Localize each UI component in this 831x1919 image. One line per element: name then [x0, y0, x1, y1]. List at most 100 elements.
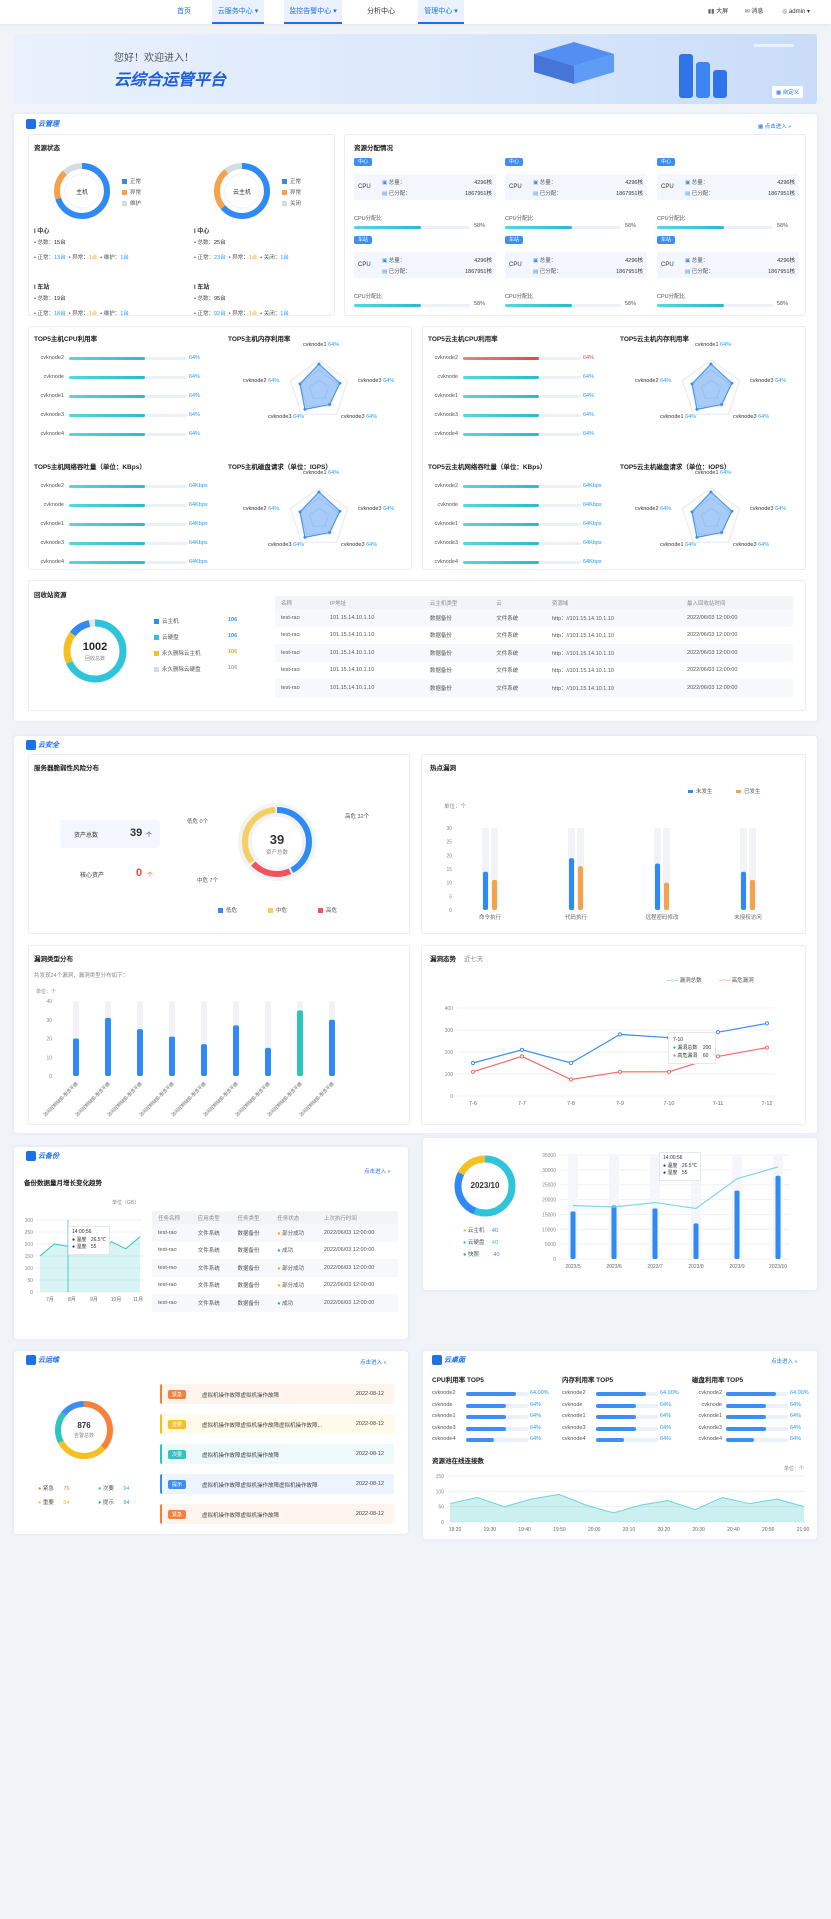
table-cell: 数据备份 — [423, 644, 491, 662]
backup-more-link[interactable]: 点击进入 » — [364, 1169, 391, 1175]
top-row-value: 64% — [189, 355, 201, 361]
table-cell: 文件系统 — [191, 1224, 232, 1242]
alert-item[interactable]: 紧急 虚拟机操作故障虚拟机操作故障 2022-08-12 — [160, 1384, 394, 1404]
legend-backup-host: ● 云主机 40 — [463, 1228, 499, 1234]
customize-button[interactable]: ▦ 自定义 — [772, 86, 804, 98]
desk-row-bar — [726, 1415, 788, 1419]
radar-point — [317, 362, 321, 366]
bar-not-happened — [569, 858, 574, 910]
table-cell: 文件系统 — [192, 1242, 232, 1260]
mail-icon: ✉ — [744, 9, 750, 15]
high-risk-label: 高危 32个 — [345, 814, 370, 820]
top-row-label: cvknode3 — [40, 540, 64, 546]
cloud-more-link[interactable]: ▦ 点击进入 » — [758, 124, 792, 130]
table-header: 资源域 — [545, 596, 681, 609]
alloc-tag: 车站 — [354, 236, 373, 244]
recycle-legend-value: 106 — [228, 617, 238, 623]
top-row-label: cvknode — [43, 374, 65, 380]
y-tick-label: 40 — [46, 999, 52, 1005]
ops-more-link[interactable]: 点击进入 » — [360, 1360, 387, 1366]
status-block-total: • 总数：15台 — [34, 240, 66, 246]
screen-button[interactable]: ▮▮ 大屏 — [707, 9, 729, 15]
bar-value — [693, 1223, 699, 1259]
backup-donut — [454, 1155, 516, 1217]
alert-tag: 重要 — [168, 1420, 187, 1429]
bar-track — [568, 1155, 578, 1259]
alert-item[interactable]: 紧急 虚拟机操作故障虚拟机操作故障 2022-08-12 — [160, 1504, 394, 1524]
desk-row-value: 64% — [660, 1401, 672, 1408]
nav-monitor[interactable]: 监控告警中心 ▾ — [284, 0, 342, 24]
table-row: test-rao 文件系统 数据备份 ● 部分成功 2022/06/03 12:00:0… — [152, 1224, 398, 1242]
table-header: 任务类型 — [231, 1211, 272, 1224]
nav-cloud-service[interactable]: 云服务中心 ▾ — [212, 0, 264, 24]
top-row-label: cvknode2 — [434, 483, 458, 489]
table-cell: 数据备份 — [231, 1277, 271, 1295]
table-cell: 数据备份 — [231, 1224, 272, 1242]
status-block-name: I 车站 — [34, 285, 50, 291]
radar-point — [298, 382, 302, 386]
top-row-value: 64Kbps — [189, 521, 208, 527]
cell-text: 成功 — [282, 1300, 294, 1307]
table-cell: test-rao — [275, 679, 324, 697]
table-cell: 2022/06/03 12:00:00 — [680, 644, 793, 662]
conn-title: 资源池在线连接数 — [432, 1458, 484, 1465]
alert-item[interactable]: 次要 虚拟机操作故障虚拟机操作故障 2022-08-12 — [160, 1444, 394, 1464]
y-tick-label: 15000 — [542, 1212, 556, 1218]
y-tick-label: 0 — [49, 1074, 52, 1080]
alloc-rate-value: 58% — [777, 223, 789, 229]
cell-text: 2022/06/03 12:00:00 — [323, 1282, 375, 1289]
alert-text: 虚拟机操作故障虚拟机操作故障虚拟机操作故障 — [202, 1483, 318, 1489]
vuln-type-sub: 共发现24个漏洞，漏洞类型分布如下： — [34, 973, 129, 979]
status-block-name: I 中心 — [194, 229, 210, 235]
top-row-value: 64Kbps — [583, 540, 602, 546]
database-icon — [26, 1151, 36, 1162]
table-cell: http：//101.15.14.10.1.10 — [545, 609, 681, 627]
alert-text: 虚拟机操作故障虚拟机操作故障 — [202, 1513, 280, 1519]
y-tick-label: 5 — [449, 894, 452, 900]
nav-analysis[interactable]: 分析中心 — [367, 8, 395, 15]
table-row: test-rao 101.15.14.10.1.10 数据备份 文件系统 http：//… — [275, 679, 793, 697]
message-button[interactable]: ✉ 消息 — [744, 9, 764, 15]
bar-track — [691, 1155, 701, 1259]
table-cell: test-rao — [275, 644, 324, 662]
top-row-value: 64% — [583, 374, 595, 380]
alert-item[interactable]: 提示 虚拟机操作故障虚拟机操作故障虚拟机操作故障 2022-08-12 — [160, 1474, 394, 1494]
radar-label: cvknode3 64% — [358, 378, 395, 384]
top-row-bar — [69, 357, 187, 360]
alert-item[interactable]: 重要 虚拟机操作故障虚拟机操作故障虚拟机操作故障... 2022-08-12 — [160, 1414, 394, 1434]
core-asset-box: 核心资产 0 个 — [60, 860, 160, 888]
table-cell: 数据备份 — [231, 1242, 271, 1260]
desktop-more-link[interactable]: 点击进入 » — [771, 1359, 798, 1365]
table-cell: test-rao — [152, 1242, 192, 1260]
backup-task-table: 任务名称 应用类型 任务类型 任务状态 上次执行时间 test-rao 文件系统 数据备份 ● … — [152, 1211, 398, 1312]
table-row: test-rao 文件系统 数据备份 ● 成功 2022/06/03 12:00:00 — [152, 1294, 398, 1312]
user-menu[interactable]: ◎ admin ▾ — [782, 9, 810, 15]
table-header: 名称 — [275, 596, 324, 609]
radar-grid — [681, 487, 741, 543]
alloc-rate-label: CPU分配比 — [505, 294, 534, 300]
top-row-bar — [463, 433, 581, 436]
backup-chart-title: 备份数据量月增长变化趋势 — [24, 1180, 102, 1187]
top-row-bar — [69, 561, 187, 564]
radar-label: cvknode1 64% — [660, 414, 697, 420]
radar-point — [709, 362, 713, 366]
cloud-backup-title: 云备份 — [26, 1151, 59, 1163]
bar-happened — [664, 882, 669, 910]
host-top-panel — [28, 326, 412, 570]
radar-grid — [289, 359, 349, 415]
desk-row-bar — [466, 1415, 528, 1419]
radar-chart — [681, 359, 741, 415]
top-row-bar — [69, 523, 187, 526]
x-tick-label: 7-6 — [469, 1101, 477, 1107]
x-tick-label: 2023/10 — [769, 1264, 787, 1270]
cell-text: 数据备份 — [237, 1248, 260, 1255]
y-tick-label: 20000 — [542, 1198, 556, 1204]
radar-point — [709, 490, 713, 494]
alert-date: 2022-08-12 — [355, 1511, 384, 1517]
table-cell: 2022/06/03 12:00:00 — [686, 667, 738, 674]
nav-admin[interactable]: 管理中心 ▾ — [418, 0, 464, 24]
nav-home[interactable]: 首页 — [177, 8, 191, 15]
bar-value — [734, 1190, 740, 1259]
x-tick-label: 7月 — [46, 1297, 54, 1303]
alert-text: 虚拟机操作故障虚拟机操作故障 — [202, 1393, 280, 1399]
